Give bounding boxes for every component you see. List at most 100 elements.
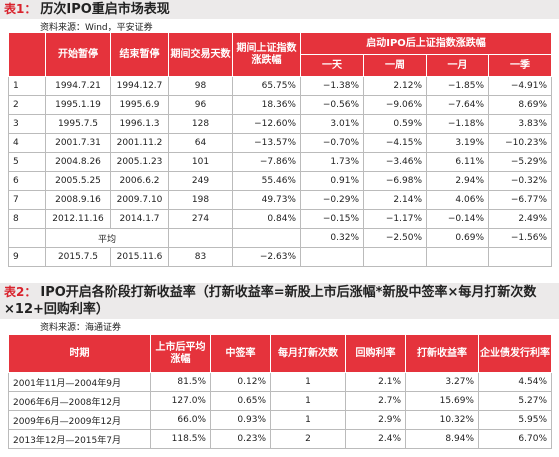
header-cell: 期间交易天数 — [168, 32, 233, 77]
cell: 5.27% — [478, 391, 552, 411]
cell: 274 — [168, 209, 233, 229]
cell: −1.17% — [363, 209, 427, 229]
cell: 0.59% — [363, 114, 427, 134]
cell — [232, 228, 301, 248]
cell: 2004.8.26 — [45, 152, 111, 172]
cell: 5.95% — [478, 410, 552, 430]
source: 资料来源：Wind，平安证券 — [40, 23, 153, 33]
cell — [488, 247, 552, 267]
cell: 6.70% — [478, 429, 552, 449]
header-group: 启动IPO后上证指数涨跌幅 — [300, 32, 552, 55]
data-row: 1 1994.7.21 1994.12.7 98 65.75% −1.38% 2.12% −1… — [8, 76, 552, 96]
cell: −0.29% — [300, 190, 364, 210]
header-cell: 回购利率 — [345, 334, 406, 373]
cell — [8, 228, 46, 248]
cell: 3.27% — [405, 372, 479, 392]
table2-title-bar: 表2： IPO开启各阶段打新收益率（打新收益率=新股上市后涨幅*新股中签率×每月打… — [0, 283, 559, 319]
header-cell: 时期 — [8, 334, 151, 373]
header-cell: 一周 — [363, 54, 427, 77]
cell: 2 — [270, 429, 346, 449]
cell: −9.06% — [363, 95, 427, 115]
cell: 2014.1.7 — [110, 209, 169, 229]
cell: 81.5% — [150, 372, 211, 392]
cell: 3.83% — [488, 114, 552, 134]
table-label: 表2： — [4, 285, 37, 299]
cell: 2015.7.5 — [45, 247, 111, 267]
cell: 2.12% — [363, 76, 427, 96]
cell: 6 — [8, 171, 46, 191]
cell: 66.0% — [150, 410, 211, 430]
cell: 4.54% — [478, 372, 552, 392]
cell: 0.93% — [210, 410, 271, 430]
cell: 6.11% — [426, 152, 489, 172]
cell: 15.69% — [405, 391, 479, 411]
cell: 10.32% — [405, 410, 479, 430]
table2: 时期 上市后平均涨幅 中签率 每月打新次数 回购利率 打新收益率 企业债发行利率 2001年1… — [8, 334, 552, 449]
cell: 101 — [168, 152, 233, 172]
header-cell: 一天 — [300, 54, 364, 77]
cell: 1994.12.7 — [110, 76, 169, 96]
cell: −10.23% — [488, 133, 552, 153]
cell: 2009.7.10 — [110, 190, 169, 210]
cell: 3.19% — [426, 133, 489, 153]
cell: 7 — [8, 190, 46, 210]
data-row: 8 2012.11.16 2014.1.7 274 0.84% −0.15% −1.17% −… — [8, 209, 552, 229]
cell: −2.50% — [363, 228, 427, 248]
cell: 55.46% — [232, 171, 301, 191]
cell: 2005.1.23 — [110, 152, 169, 172]
cell — [426, 247, 489, 267]
cell: 5 — [8, 152, 46, 172]
cell: −6.77% — [488, 190, 552, 210]
cell: 64 — [168, 133, 233, 153]
cell: 0.32% — [300, 228, 364, 248]
cell: 2.9% — [345, 410, 406, 430]
cell: −0.32% — [488, 171, 552, 191]
cell: 1995.7.5 — [45, 114, 111, 134]
data-row: 4 2001.7.31 2001.11.2 64 −13.57% −0.70% −4.15%… — [8, 133, 552, 153]
cell: −13.57% — [232, 133, 301, 153]
cell: 1995.1.19 — [45, 95, 111, 115]
cell: 1994.7.21 — [45, 76, 111, 96]
cell — [363, 247, 427, 267]
cell: 118.5% — [150, 429, 211, 449]
table1-title-bar: 表1： 历次IPO重启市场表现 — [0, 0, 559, 19]
cell: 2.94% — [426, 171, 489, 191]
cell: 2.4% — [345, 429, 406, 449]
cell: −7.86% — [232, 152, 301, 172]
cell: 0.91% — [300, 171, 364, 191]
header-row: 时期 上市后平均涨幅 中签率 每月打新次数 回购利率 打新收益率 企业债发行利率 — [8, 334, 552, 373]
table1: 开始暂停 结束暂停 期间交易天数 期间上证指数涨跌幅 启动IPO后上证指数涨跌幅 一天 一周… — [8, 32, 552, 267]
header-cell: 开始暂停 — [45, 32, 111, 77]
header-cell: 中签率 — [210, 334, 271, 373]
cell: −7.64% — [426, 95, 489, 115]
cell: −12.60% — [232, 114, 301, 134]
cell: 4.06% — [426, 190, 489, 210]
data-row: 6 2005.5.25 2006.6.2 249 55.46% 0.91% −6.98% 2.… — [8, 171, 552, 191]
cell: −1.38% — [300, 76, 364, 96]
average-row: 平均 0.32% −2.50% 0.69% −1.56% — [8, 228, 552, 248]
cell: 8.94% — [405, 429, 479, 449]
cell: −1.85% — [426, 76, 489, 96]
header-cell: 每月打新次数 — [270, 334, 346, 373]
cell: 98 — [168, 76, 233, 96]
cell: 2.49% — [488, 209, 552, 229]
cell: 8.69% — [488, 95, 552, 115]
header-row: 开始暂停 结束暂停 期间交易天数 期间上证指数涨跌幅 启动IPO后上证指数涨跌幅 — [8, 32, 552, 77]
header-cell: 期间上证指数涨跌幅 — [232, 32, 301, 77]
header-cell: 打新收益率 — [405, 334, 479, 373]
cell: −6.98% — [363, 171, 427, 191]
cell: −1.18% — [426, 114, 489, 134]
cell: 2.7% — [345, 391, 406, 411]
cell: 9 — [8, 247, 46, 267]
header-cell: 一季 — [488, 54, 552, 77]
cell: 平均 — [45, 228, 169, 248]
header-cell: 上市后平均涨幅 — [150, 334, 211, 373]
cell: 2008.9.16 — [45, 190, 111, 210]
cell: −4.91% — [488, 76, 552, 96]
data-row: 7 2008.9.16 2009.7.10 198 49.73% −0.29% 2.14% 4… — [8, 190, 552, 210]
cell: 2015.11.6 — [110, 247, 169, 267]
cell: 2013年12月—2015年7月 — [8, 429, 151, 449]
cell: 2006.6.2 — [110, 171, 169, 191]
cell: −0.56% — [300, 95, 364, 115]
